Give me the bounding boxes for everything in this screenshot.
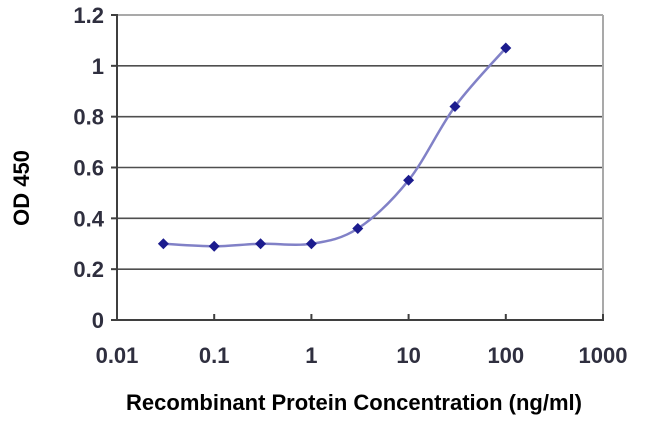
y-tick-label: 1 — [92, 54, 104, 79]
data-point-marker — [403, 174, 415, 186]
y-tick-label: 0 — [92, 308, 104, 333]
x-tick-label: 1000 — [579, 343, 628, 368]
x-tick-label: 1 — [305, 343, 317, 368]
y-tick-label: 0.2 — [73, 257, 104, 282]
data-point-marker — [255, 238, 267, 250]
y-tick-label: 1.2 — [73, 3, 104, 28]
data-point-marker — [352, 223, 364, 234]
data-point-marker — [157, 238, 169, 250]
y-tick-label: 0.4 — [73, 206, 104, 231]
data-point-marker — [449, 101, 461, 112]
x-tick-label: 100 — [487, 343, 524, 368]
x-tick-label: 0.01 — [96, 343, 139, 368]
y-tick-label: 0.8 — [73, 105, 104, 130]
data-series — [157, 42, 512, 252]
data-point-marker — [208, 240, 220, 252]
series-line — [163, 47, 507, 248]
x-axis-title: Recombinant Protein Concentration (ng/ml… — [126, 390, 582, 415]
x-tick-label: 10 — [396, 343, 420, 368]
x-tick-label: 0.1 — [199, 343, 230, 368]
tick-labels: 0 0.2 0.4 0.6 0.8 1 1.2 0.01 0.1 1 10 100 1000 — [73, 3, 627, 368]
axes — [111, 14, 604, 321]
gridlines — [117, 14, 604, 320]
data-point-marker — [500, 42, 512, 54]
y-axis-title: OD 450 — [9, 150, 34, 226]
data-point-marker — [305, 238, 317, 250]
y-tick-label: 0.6 — [73, 156, 104, 181]
